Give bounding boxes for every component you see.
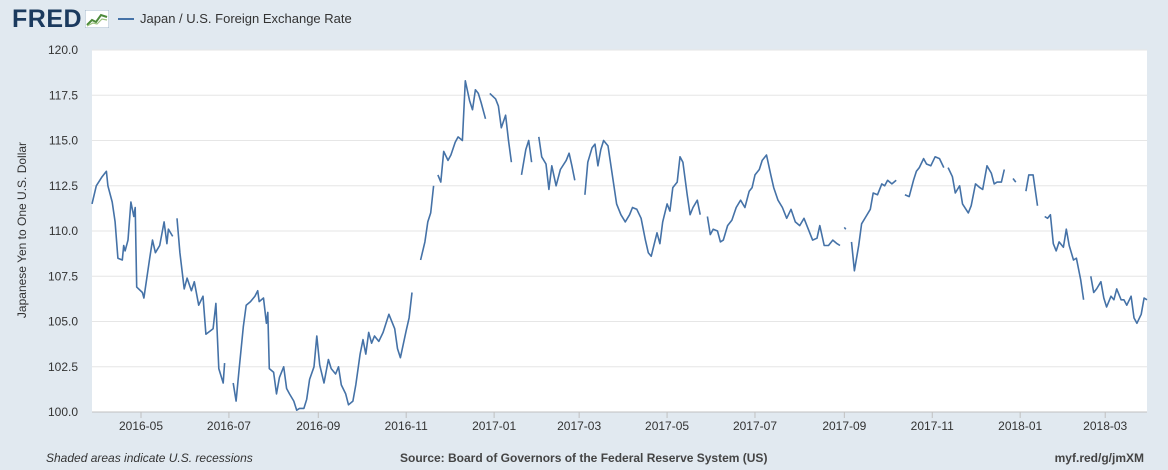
series-line-segment: [437, 79, 487, 183]
x-tick-label: 2017-07: [733, 419, 777, 433]
x-tick-label: 2017-11: [911, 419, 954, 433]
series-line-segment: [1090, 276, 1148, 325]
series-line-segment: [489, 92, 513, 163]
x-tick-label: 2017-03: [557, 419, 601, 433]
fred-logo-graph-icon: [85, 10, 110, 28]
short-link[interactable]: myf.red/g/jmXM: [1054, 451, 1144, 465]
series-line-segment: [419, 185, 435, 261]
series-line-segment: [91, 170, 174, 299]
series-line-segment: [1012, 178, 1017, 183]
fred-logo[interactable]: FRED: [12, 5, 110, 33]
y-tick-label: 110.0: [49, 224, 78, 238]
series-line-segment: [538, 136, 576, 191]
series-lines: [91, 79, 1148, 412]
x-tick-label: 2016-09: [296, 419, 340, 433]
series-line-segment: [904, 156, 945, 198]
x-tick-label: 2018-03: [1083, 419, 1127, 433]
series-line-segment: [176, 218, 226, 384]
x-tick-label: 2017-09: [822, 419, 866, 433]
series-line-segment: [520, 139, 533, 176]
y-tick-label: 120.0: [48, 43, 78, 57]
chart-header: FRED Japan / U.S. Foreign Exchange Rate: [0, 0, 1168, 40]
series-line-segment: [850, 179, 897, 272]
y-tick-label: 115.0: [49, 134, 78, 148]
line-chart[interactable]: 100.0 102.5 105.0 107.5 110.0 112.5 115.0 117.5…: [0, 40, 1168, 448]
y-tick-label: 105.0: [48, 315, 78, 329]
y-tick-label: 112.5: [49, 179, 78, 193]
x-tick-label: 2016-05: [119, 419, 163, 433]
y-tick-label: 102.5: [48, 360, 78, 374]
y-tick-label: 107.5: [48, 269, 78, 283]
x-tick-label: 2018-01: [998, 419, 1042, 433]
series-line-segment: [1025, 174, 1039, 206]
x-tick-label: 2016-07: [207, 419, 251, 433]
series-line-segment: [232, 289, 413, 412]
legend-swatch: [118, 17, 134, 20]
series-line-segment: [947, 165, 1006, 214]
fred-logo-text: FRED: [12, 5, 83, 33]
y-tick-label: 117.5: [49, 88, 78, 102]
x-tick-label: 2017-01: [472, 419, 516, 433]
source-note: Source: Board of Governors of the Federa…: [400, 451, 768, 465]
y-axis-ticks: 100.0 102.5 105.0 107.5 110.0 112.5 115.0 117.5…: [48, 43, 78, 419]
x-tick-label: 2016-11: [385, 419, 428, 433]
x-axis-ticks: 2016-05 2016-07 2016-09 2016-11 2017-01 2017-…: [92, 411, 1147, 433]
series-line-segment: [584, 139, 701, 258]
series-line-segment: [1044, 213, 1085, 300]
x-tick-label: 2017-05: [645, 419, 689, 433]
y-tick-label: 100.0: [48, 405, 78, 419]
series-line-segment: [706, 154, 841, 247]
chart-legend: Japan / U.S. Foreign Exchange Rate: [118, 11, 352, 26]
legend-label: Japan / U.S. Foreign Exchange Rate: [140, 11, 352, 26]
series-line-segment: [843, 226, 847, 230]
y-axis-title: Japanese Yen to One U.S. Dollar: [15, 142, 29, 318]
recession-note: Shaded areas indicate U.S. recessions: [46, 451, 253, 465]
